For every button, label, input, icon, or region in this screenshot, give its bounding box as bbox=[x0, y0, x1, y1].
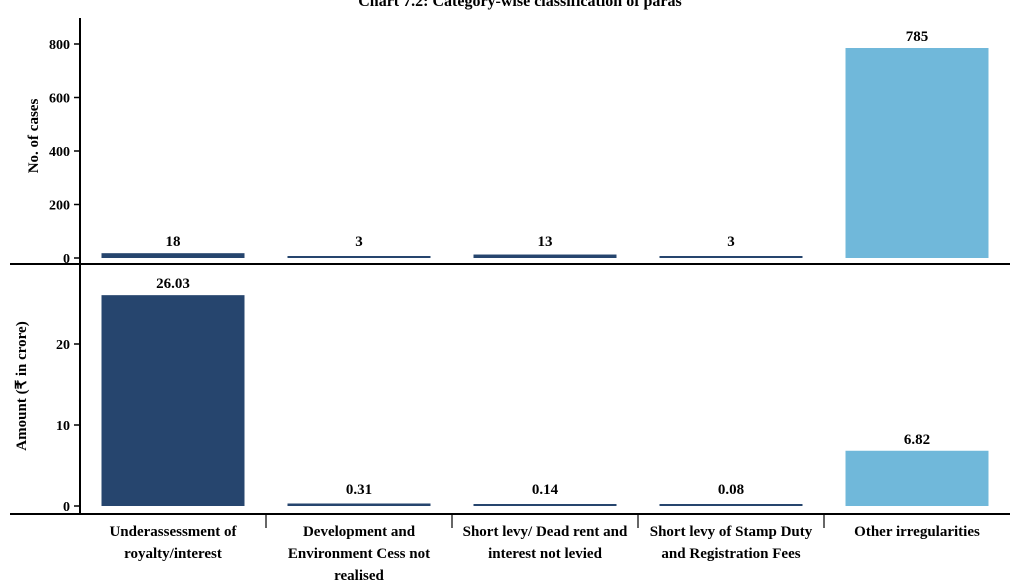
bottom-data-label: 26.03 bbox=[156, 276, 190, 292]
category-label-line: and Registration Fees bbox=[661, 546, 800, 562]
category-label-line: Underassessment of bbox=[109, 524, 237, 540]
bottom-panel: Amount (₹ in crore) 0 10 20 26.03 0.31 0.14 0… bbox=[14, 264, 989, 515]
top-tick-label: 200 bbox=[49, 199, 70, 214]
top-data-label: 18 bbox=[166, 234, 181, 250]
category-label-line: Short levy of Stamp Duty bbox=[650, 524, 813, 540]
category-label-line: royalty/interest bbox=[124, 546, 222, 562]
category-label-line: Short levy/ Dead rent and bbox=[463, 524, 628, 540]
top-bars bbox=[101, 48, 989, 259]
bottom-tick-label: 20 bbox=[56, 338, 70, 353]
bottom-tick-label: 0 bbox=[63, 500, 70, 515]
top-tick-label: 600 bbox=[49, 92, 70, 107]
category-label-line: Development and bbox=[303, 524, 416, 540]
bottom-bar bbox=[845, 450, 989, 506]
bottom-data-label: 0.14 bbox=[532, 482, 559, 498]
category-label-line: Other irregularities bbox=[854, 524, 980, 540]
bottom-bars bbox=[101, 295, 989, 506]
top-data-label: 3 bbox=[727, 234, 735, 250]
bottom-data-labels: 26.03 0.31 0.14 0.08 6.82 bbox=[156, 276, 930, 498]
top-bar bbox=[473, 254, 617, 258]
top-panel: No. of cases 0 200 400 600 800 18 3 13 3 785 bbox=[26, 18, 989, 267]
bottom-tick-label: 10 bbox=[56, 419, 70, 434]
top-bar bbox=[287, 256, 431, 258]
bottom-bar bbox=[659, 504, 803, 506]
top-bar bbox=[845, 48, 989, 259]
bottom-bar bbox=[287, 503, 431, 506]
chart-title: Chart 7.2: Category-wise classification … bbox=[358, 0, 682, 10]
category-label-line: realised bbox=[334, 568, 384, 581]
top-tick-label: 400 bbox=[49, 145, 70, 160]
bottom-y-axis-label: Amount (₹ in crore) bbox=[14, 321, 30, 450]
top-data-label: 13 bbox=[538, 234, 553, 250]
top-y-ticks: 0 200 400 600 800 bbox=[49, 38, 80, 267]
top-y-axis-label: No. of cases bbox=[26, 99, 42, 174]
top-tick-label: 0 bbox=[63, 252, 70, 267]
category-label-line: Environment Cess not bbox=[288, 546, 430, 562]
top-data-label: 3 bbox=[355, 234, 363, 250]
category-separators bbox=[265, 514, 825, 528]
top-tick-label: 800 bbox=[49, 38, 70, 53]
bottom-bar bbox=[473, 504, 617, 506]
top-data-labels: 18 3 13 3 785 bbox=[166, 29, 929, 250]
bottom-data-label: 0.08 bbox=[718, 482, 744, 498]
bottom-data-label: 0.31 bbox=[346, 482, 372, 498]
top-data-label: 785 bbox=[906, 29, 929, 45]
top-bar bbox=[659, 256, 803, 258]
bottom-y-ticks: 0 10 20 bbox=[56, 338, 80, 515]
category-label-line: interest not levied bbox=[488, 546, 603, 562]
bottom-data-label: 6.82 bbox=[904, 432, 930, 448]
bottom-bar bbox=[101, 295, 245, 506]
top-bar bbox=[101, 253, 245, 258]
category-labels: Underassessment of royalty/interest Develo… bbox=[109, 524, 980, 581]
